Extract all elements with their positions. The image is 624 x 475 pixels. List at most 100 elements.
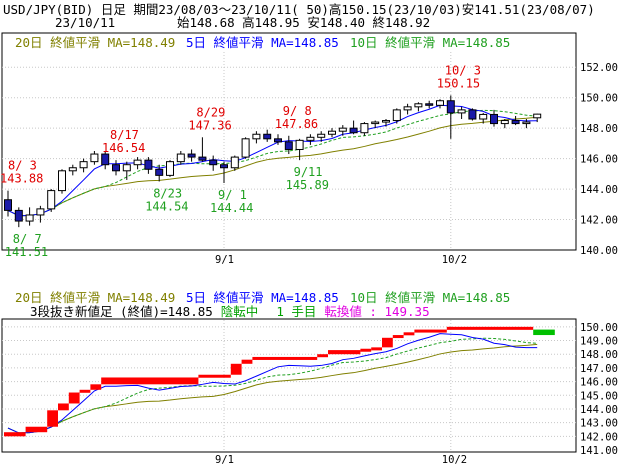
new-price-bar-up — [414, 329, 447, 333]
candle-body — [58, 170, 66, 192]
new-price-bar-down — [533, 329, 555, 336]
candle-body — [490, 113, 498, 125]
y-tick-label: 146.00 — [580, 377, 618, 389]
candle-body — [155, 168, 164, 176]
candle-body — [500, 120, 509, 125]
new-price-bar-up — [47, 410, 58, 427]
upper-legend-ma5: 5日 終値平滑 MA=148.85 — [186, 35, 339, 50]
y-tick-label: 148.00 — [580, 349, 618, 361]
lower-grid — [2, 320, 576, 450]
y-tick-label: 144.00 — [580, 184, 618, 196]
new-price-bar-up — [90, 384, 102, 390]
kagi-reversal: 転換値 : 149.35 — [324, 304, 429, 319]
upper-panel-frame — [1, 32, 577, 251]
y-tick-label: 152.00 — [580, 62, 618, 74]
candle-body — [382, 120, 390, 123]
candle-body — [101, 153, 110, 166]
lower-new-price-bars — [4, 326, 555, 437]
candle-body — [14, 209, 23, 222]
candle-body — [511, 120, 520, 125]
lower-legend-kagi: 3段抜き新値足 (終値)=148.85 陰転中 1 手目 転換値 : 149.35 — [30, 304, 430, 319]
new-price-bar-up — [58, 403, 69, 411]
y-tick-label: 146.00 — [580, 154, 618, 166]
y-tick-label: 142.00 — [580, 431, 618, 443]
kagi-prefix: 3段抜き新値足 (終値)=148.85 — [30, 304, 213, 319]
candle-body — [166, 161, 174, 176]
annotation-date: 9/ 8 — [283, 104, 312, 118]
candle-body — [122, 164, 131, 172]
candle-body — [317, 133, 326, 138]
candle-body — [403, 106, 412, 111]
candle-body — [187, 153, 196, 158]
annotation-date: 8/ 3 — [8, 159, 37, 173]
ma5-line — [7, 333, 538, 434]
candle-body — [360, 123, 369, 134]
candle-body — [371, 121, 380, 125]
lower-ma5-line — [7, 333, 538, 434]
annotation-value: 147.86 — [275, 117, 318, 131]
annotation-date: 8/29 — [196, 105, 225, 119]
upper-y-axis: 140.00 142.00 144.00 146.00 148.00 150.00 152.… — [580, 62, 618, 257]
annotation-value: 146.54 — [102, 141, 145, 155]
y-tick-label: 144.00 — [580, 404, 618, 416]
new-price-bar-up — [4, 432, 26, 437]
y-tick-label: 147.00 — [580, 363, 618, 375]
upper-legend-ma20: 20日 終値平滑 MA=148.49 — [15, 35, 175, 50]
header-date: 23/10/11 — [55, 15, 115, 30]
candle-body — [414, 103, 423, 108]
upper-ma10-line — [7, 109, 538, 217]
annotation-value: 143.88 — [0, 172, 43, 186]
header-ohlc: 始148.68 高148.95 安148.40 終148.92 — [177, 15, 430, 30]
annotation-date: 8/ 7 — [13, 232, 42, 246]
lower-legend-ma5: 5日 終値平滑 MA=148.85 — [186, 290, 339, 305]
candle-body — [241, 138, 250, 158]
lower-ma10-line — [7, 337, 538, 434]
x-tick-label: 10/2 — [442, 454, 467, 466]
candle-body — [209, 159, 218, 166]
candle-body — [425, 103, 434, 106]
ma10-line — [7, 337, 538, 434]
y-tick-label: 150.00 — [580, 322, 618, 334]
candle-body — [533, 113, 542, 119]
y-tick-label: 150.00 — [580, 93, 618, 105]
y-tick-label: 148.00 — [580, 123, 618, 135]
candle-body — [176, 153, 185, 163]
ma20-line — [7, 343, 538, 434]
new-price-bar-up — [317, 354, 328, 358]
annotation-value: 144.44 — [210, 201, 253, 215]
lower-panel-frame — [1, 318, 577, 453]
candle-body — [284, 141, 293, 150]
candle-body — [25, 214, 34, 222]
candle-body — [36, 208, 45, 216]
new-price-bar-up — [230, 363, 242, 375]
candle-body — [274, 138, 282, 143]
candle-body — [306, 136, 315, 141]
kagi-state: 陰転中 — [221, 304, 259, 319]
new-price-bar-up — [446, 326, 534, 330]
y-tick-label: 140.00 — [580, 245, 618, 257]
new-price-bar-up — [403, 332, 415, 336]
upper-x-axis: 9/1 10/2 — [215, 254, 467, 266]
candle-body — [338, 127, 347, 132]
annotation-value: 141.51 — [5, 245, 48, 259]
ma5-line — [7, 104, 538, 217]
lower-legend-ma10: 10日 終値平滑 MA=148.85 — [350, 290, 510, 305]
new-price-bar-up — [198, 374, 231, 378]
candle-body — [479, 113, 488, 120]
new-price-bar-up — [328, 350, 361, 355]
candle-body — [457, 109, 466, 114]
candle-body — [90, 153, 99, 163]
upper-ma5-line — [7, 104, 538, 217]
candle-body — [436, 100, 444, 106]
candle-body — [133, 159, 142, 166]
new-price-bar-up — [252, 356, 318, 360]
candle-body — [220, 164, 228, 169]
ma10-line — [7, 109, 538, 217]
annotation-date: 9/ 1 — [218, 188, 247, 202]
candle-body — [446, 100, 455, 114]
upper-grid — [2, 52, 576, 250]
